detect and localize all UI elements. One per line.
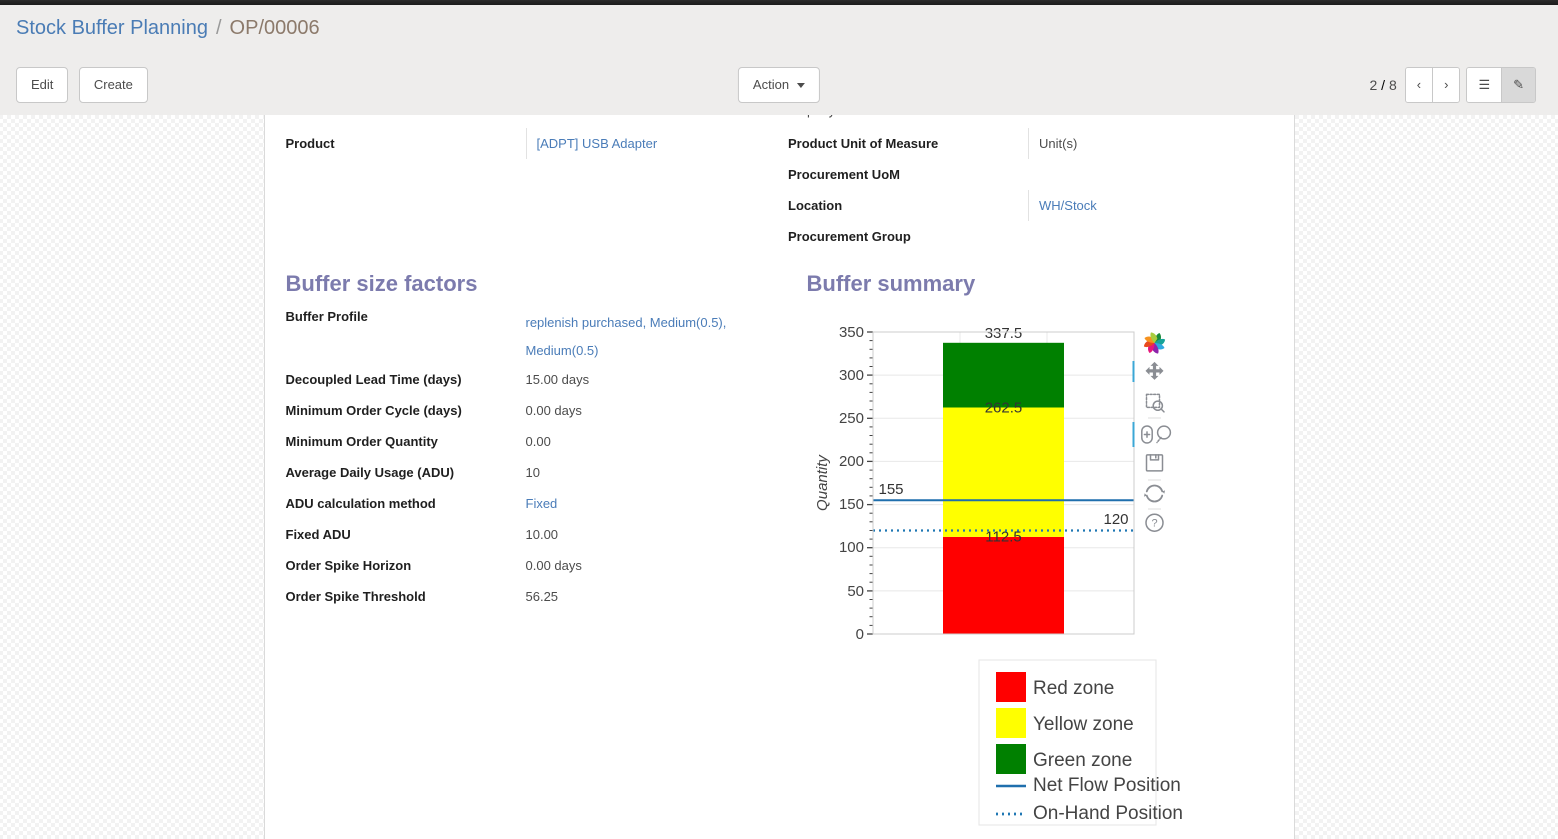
svg-text:Red zone: Red zone	[1033, 678, 1114, 699]
svg-text:112.5: 112.5	[985, 529, 1021, 546]
svg-text:262.5: 262.5	[984, 400, 1022, 417]
svg-text:300: 300	[838, 367, 863, 384]
svg-text:50: 50	[847, 583, 864, 600]
svg-text:120: 120	[1103, 511, 1128, 528]
svg-text:Net Flow Position: Net Flow Position	[1033, 775, 1181, 796]
svg-text:?: ?	[1151, 517, 1157, 529]
svg-text:0: 0	[855, 626, 863, 643]
svg-text:155: 155	[878, 481, 903, 498]
svg-text:200: 200	[838, 453, 863, 470]
svg-text:Quantity: Quantity	[814, 454, 831, 511]
svg-text:Green zone: Green zone	[1033, 750, 1132, 771]
svg-text:250: 250	[838, 410, 863, 427]
svg-text:100: 100	[838, 539, 863, 556]
svg-text:150: 150	[838, 496, 863, 513]
svg-text:350: 350	[838, 324, 863, 341]
svg-text:On-Hand Position: On-Hand Position	[1033, 803, 1183, 824]
svg-text:Yellow zone: Yellow zone	[1033, 714, 1134, 735]
svg-text:337.5: 337.5	[984, 325, 1022, 342]
